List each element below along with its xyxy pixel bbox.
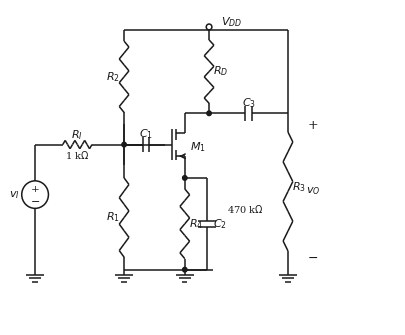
Circle shape — [182, 267, 187, 272]
Text: $R_3$: $R_3$ — [292, 181, 305, 194]
Text: $C_2$: $C_2$ — [213, 217, 226, 231]
Text: $R_1$: $R_1$ — [106, 211, 119, 224]
Text: $V_{DD}$: $V_{DD}$ — [220, 15, 241, 29]
Text: $-$: $-$ — [30, 195, 40, 205]
Text: +: + — [31, 185, 39, 194]
Text: $R_I$: $R_I$ — [71, 129, 83, 142]
Circle shape — [206, 111, 211, 116]
Text: $R_4$: $R_4$ — [188, 217, 203, 231]
Text: $M_1$: $M_1$ — [190, 140, 205, 153]
Circle shape — [182, 176, 187, 180]
Text: +: + — [307, 119, 318, 132]
Text: $-$: $-$ — [307, 251, 318, 264]
Text: 1 k$\Omega$: 1 k$\Omega$ — [65, 149, 89, 161]
Text: $C_1$: $C_1$ — [139, 127, 152, 141]
Text: $C_3$: $C_3$ — [241, 96, 255, 110]
Text: $v_I$: $v_I$ — [9, 189, 19, 201]
Text: 470 k$\Omega$: 470 k$\Omega$ — [227, 203, 263, 215]
Circle shape — [122, 142, 126, 147]
Text: $R_2$: $R_2$ — [106, 70, 119, 84]
Text: $v_O$: $v_O$ — [305, 186, 320, 197]
Text: $R_D$: $R_D$ — [212, 65, 228, 78]
